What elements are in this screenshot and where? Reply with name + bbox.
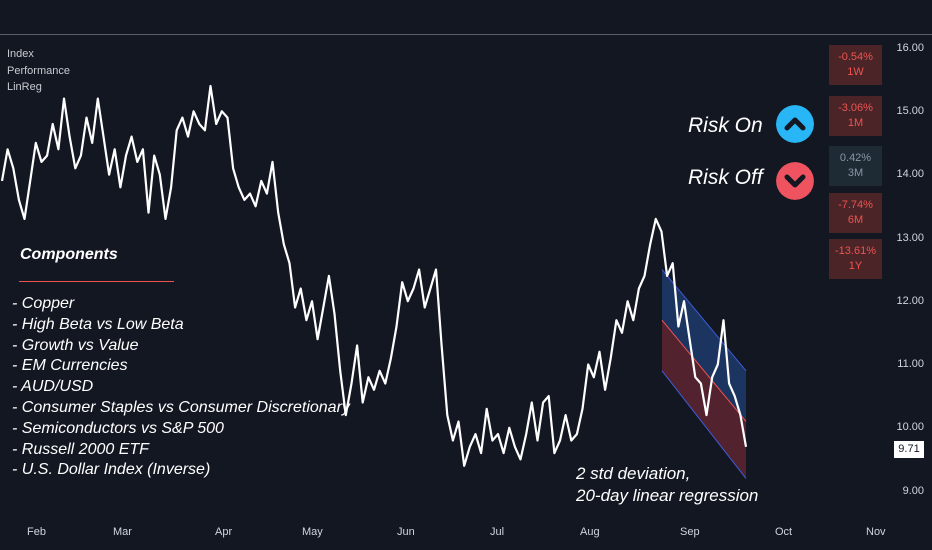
risk-off-down-icon bbox=[776, 162, 814, 200]
y-tick: 10.00 bbox=[896, 421, 924, 433]
x-tick: Jun bbox=[397, 526, 415, 538]
perf-cell-1w: -0.54% 1W bbox=[829, 45, 882, 85]
perf-value: -3.06% bbox=[838, 102, 873, 114]
x-tick: Oct bbox=[775, 526, 793, 538]
list-item: - Consumer Staples vs Consumer Discretio… bbox=[12, 398, 350, 416]
perf-value: 0.42% bbox=[839, 152, 872, 164]
perf-period: 1W bbox=[847, 66, 864, 78]
x-tick: Apr bbox=[215, 526, 233, 538]
y-tick: 9.00 bbox=[902, 485, 924, 497]
perf-cell-6m: -7.74% 6M bbox=[829, 193, 882, 233]
list-item: - Semiconductors vs S&P 500 bbox=[12, 419, 224, 437]
list-item: - Copper bbox=[12, 295, 75, 312]
list-item: - Russell 2000 ETF bbox=[12, 440, 149, 458]
perf-value: -13.61% bbox=[835, 245, 876, 257]
list-item: - High Beta vs Low Beta bbox=[12, 315, 184, 333]
regression-lower-line bbox=[661, 370, 747, 479]
x-tick: Feb bbox=[27, 526, 46, 538]
perf-cell-1m: -3.06% 1M bbox=[829, 96, 882, 136]
components-divider bbox=[19, 281, 174, 282]
list-item: - Growth vs Value bbox=[12, 336, 139, 354]
list-item: - EM Currencies bbox=[12, 357, 128, 375]
perf-cell-3m: 0.42% 3M bbox=[829, 146, 882, 186]
list-item: - U.S. Dollar Index (Inverse) bbox=[12, 461, 211, 479]
perf-value: -7.74% bbox=[838, 199, 873, 211]
regression-note-line2: 20-day linear regression bbox=[576, 486, 759, 505]
y-tick: 16.00 bbox=[896, 42, 924, 54]
regression-mid-line bbox=[661, 319, 747, 422]
legend-performance: Performance bbox=[7, 64, 70, 77]
perf-cell-1y: -13.61% 1Y bbox=[829, 239, 882, 279]
x-tick: Jul bbox=[490, 526, 505, 538]
x-tick: Sep bbox=[680, 526, 700, 538]
components-title: Components bbox=[20, 246, 118, 263]
x-tick: Mar bbox=[113, 526, 132, 538]
y-tick: 12.00 bbox=[896, 295, 924, 307]
perf-period: 1M bbox=[847, 117, 864, 129]
series-line bbox=[0, 84, 748, 467]
y-tick: 13.00 bbox=[896, 232, 924, 244]
y-tick: 11.00 bbox=[897, 358, 924, 370]
list-item: - AUD/USD bbox=[12, 378, 94, 396]
risk-off-label: Risk Off bbox=[688, 166, 763, 189]
last-value-label: 9.71 bbox=[894, 441, 924, 458]
perf-value: -0.54% bbox=[838, 51, 873, 63]
risk-on-up-icon bbox=[776, 105, 814, 143]
perf-period: 1Y bbox=[848, 260, 863, 272]
x-tick: May bbox=[302, 526, 323, 538]
perf-period: 3M bbox=[847, 167, 864, 179]
regression-upper-line bbox=[661, 269, 747, 372]
top-divider bbox=[0, 34, 932, 35]
x-tick: Nov bbox=[866, 526, 886, 538]
legend: Index Performance LinReg bbox=[7, 46, 70, 96]
components-list: - Copper - High Beta vs Low Beta - Growt… bbox=[12, 294, 350, 481]
legend-linreg: LinReg bbox=[7, 81, 42, 93]
perf-period: 6M bbox=[847, 214, 864, 226]
y-tick: 14.00 bbox=[896, 168, 924, 180]
y-tick: 15.00 bbox=[896, 105, 924, 117]
regression-note-line1: 2 std deviation, bbox=[576, 464, 691, 483]
x-tick: Aug bbox=[580, 526, 600, 538]
legend-index: Index bbox=[7, 48, 34, 60]
risk-on-label: Risk On bbox=[688, 114, 763, 137]
